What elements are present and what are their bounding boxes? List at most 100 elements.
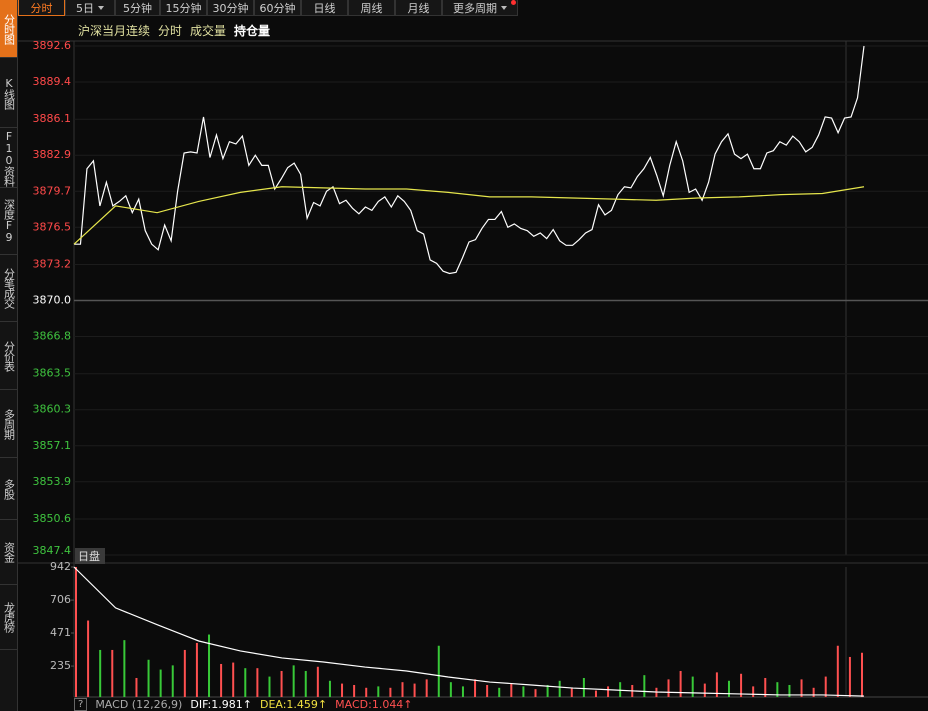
y-tick-label: 3863.5 bbox=[33, 367, 72, 380]
volume-bar bbox=[486, 684, 489, 697]
volume-bar bbox=[764, 677, 767, 697]
period-button[interactable]: 月线 bbox=[395, 0, 442, 16]
help-button[interactable]: ? bbox=[74, 698, 88, 711]
y-tick-label: 3889.4 bbox=[33, 75, 72, 88]
volume-bar bbox=[861, 652, 863, 697]
price-line bbox=[73, 186, 865, 245]
y-tick-label: 3873.2 bbox=[33, 257, 72, 270]
volume-bar bbox=[75, 567, 77, 697]
label: 5分钟 bbox=[123, 1, 152, 15]
dropdown-arrow bbox=[98, 5, 104, 10]
volume-bar bbox=[256, 668, 259, 697]
price-line bbox=[74, 45, 865, 275]
volume-bar bbox=[365, 687, 368, 697]
volume-bar bbox=[788, 684, 791, 697]
side-tab[interactable]: 分时图 bbox=[0, 0, 17, 58]
dropdown-arrow bbox=[501, 5, 507, 10]
volume-bar bbox=[316, 666, 319, 697]
side-tab[interactable]: 多股 bbox=[0, 458, 17, 520]
y-tick-label: 3853.9 bbox=[33, 475, 72, 488]
volume-bar bbox=[570, 687, 573, 697]
volume-bar bbox=[244, 668, 247, 697]
period-button[interactable]: 5日 bbox=[65, 0, 115, 16]
volume-bar bbox=[582, 677, 585, 697]
period-button[interactable]: 15分钟 bbox=[160, 0, 207, 16]
label: 分时 bbox=[30, 1, 53, 15]
volume-bar bbox=[715, 672, 718, 697]
period-button[interactable]: 分时 bbox=[18, 0, 65, 16]
overlay-option[interactable]: 持仓量 bbox=[234, 24, 271, 38]
toolbar: 分时 5日 5分钟 15分钟 30分钟 60分钟 日线 周线 月线 更多周期 bbox=[18, 0, 518, 17]
period-button[interactable]: 30分钟 bbox=[207, 0, 254, 16]
overlay-option[interactable]: 成交量 bbox=[190, 24, 227, 38]
volume-bar bbox=[824, 676, 827, 697]
label: 更多周期 bbox=[453, 1, 497, 15]
y-tick-label: 3886.1 bbox=[33, 112, 72, 125]
volume-bar bbox=[558, 680, 561, 697]
volume-bar bbox=[304, 670, 307, 697]
side-tab[interactable]: K线图 bbox=[0, 58, 17, 128]
side-tab[interactable]: 深度F9 bbox=[0, 188, 17, 255]
volume-bar bbox=[183, 649, 186, 697]
side-tab[interactable]: 资金 bbox=[0, 520, 17, 585]
volume-bar bbox=[135, 677, 138, 697]
y-tick-label: 3882.9 bbox=[33, 148, 72, 161]
y-tick-label: 3847.4 bbox=[33, 544, 72, 557]
label: 周线 bbox=[360, 1, 383, 15]
volume-bar bbox=[99, 649, 102, 697]
volume-bar bbox=[594, 690, 597, 697]
volume-bar bbox=[607, 686, 610, 697]
period-button[interactable]: 日线 bbox=[301, 0, 348, 16]
volume-bar bbox=[341, 683, 344, 697]
contract-name[interactable]: 沪深当月连续 bbox=[78, 24, 151, 38]
volume-bar bbox=[619, 682, 622, 697]
subheader: 沪深当月连续 分时 成交量 持仓量 bbox=[78, 22, 270, 39]
label: 月线 bbox=[407, 1, 430, 15]
volume-bar bbox=[147, 659, 150, 697]
y-tick-label: 471 bbox=[50, 626, 71, 639]
volume-bar bbox=[413, 683, 416, 697]
volume-bar bbox=[87, 620, 90, 697]
volume-bar bbox=[353, 684, 356, 697]
indicator-value: MACD:1.044↑ bbox=[335, 698, 413, 711]
volume-bar bbox=[776, 682, 779, 697]
volume-bar bbox=[848, 656, 851, 697]
volume-bar bbox=[425, 679, 428, 697]
period-button[interactable]: 60分钟 bbox=[254, 0, 301, 16]
indicator-bar: ? MACD (12,26,9) DIF:1.981↑ DEA:1.459↑ M… bbox=[74, 698, 413, 711]
label: 60分钟 bbox=[259, 1, 296, 15]
session-tag: 日盘 bbox=[78, 549, 100, 563]
volume-bar bbox=[740, 673, 743, 697]
side-tab[interactable]: F10资料 bbox=[0, 128, 17, 188]
label: 日线 bbox=[313, 1, 336, 15]
indicator-value: DIF:1.981↑ bbox=[190, 698, 252, 711]
overlay-option[interactable]: 分时 bbox=[158, 24, 183, 38]
y-tick-label: 3860.3 bbox=[33, 403, 72, 416]
side-tab[interactable]: 分笔成交 bbox=[0, 255, 17, 322]
volume-bar bbox=[389, 687, 392, 697]
volume-bar bbox=[546, 684, 549, 697]
side-tab[interactable]: 龙虎榜 bbox=[0, 585, 17, 650]
volume-bar bbox=[474, 679, 477, 697]
label: 15分钟 bbox=[165, 1, 202, 15]
y-tick-label: 942 bbox=[50, 560, 71, 573]
period-button[interactable]: 5分钟 bbox=[115, 0, 160, 16]
period-button[interactable]: 周线 bbox=[348, 0, 395, 16]
y-tick-label: 235 bbox=[50, 659, 71, 672]
volume-bar bbox=[752, 686, 755, 697]
volume-bar bbox=[691, 676, 694, 697]
volume-bar bbox=[679, 670, 682, 697]
period-button[interactable]: 更多周期 bbox=[442, 0, 518, 16]
volume-bar bbox=[111, 649, 114, 697]
volume-bar bbox=[232, 662, 235, 697]
volume-bar bbox=[667, 679, 670, 697]
side-tab[interactable]: 多周期 bbox=[0, 390, 17, 458]
volume-bar bbox=[292, 665, 295, 697]
y-tick-label: 3892.6 bbox=[33, 39, 72, 52]
indicator-name[interactable]: MACD (12,26,9) bbox=[95, 698, 183, 711]
volume-bar bbox=[703, 683, 706, 697]
volume-bar bbox=[812, 687, 815, 697]
side-tab[interactable]: 分价表 bbox=[0, 322, 17, 390]
